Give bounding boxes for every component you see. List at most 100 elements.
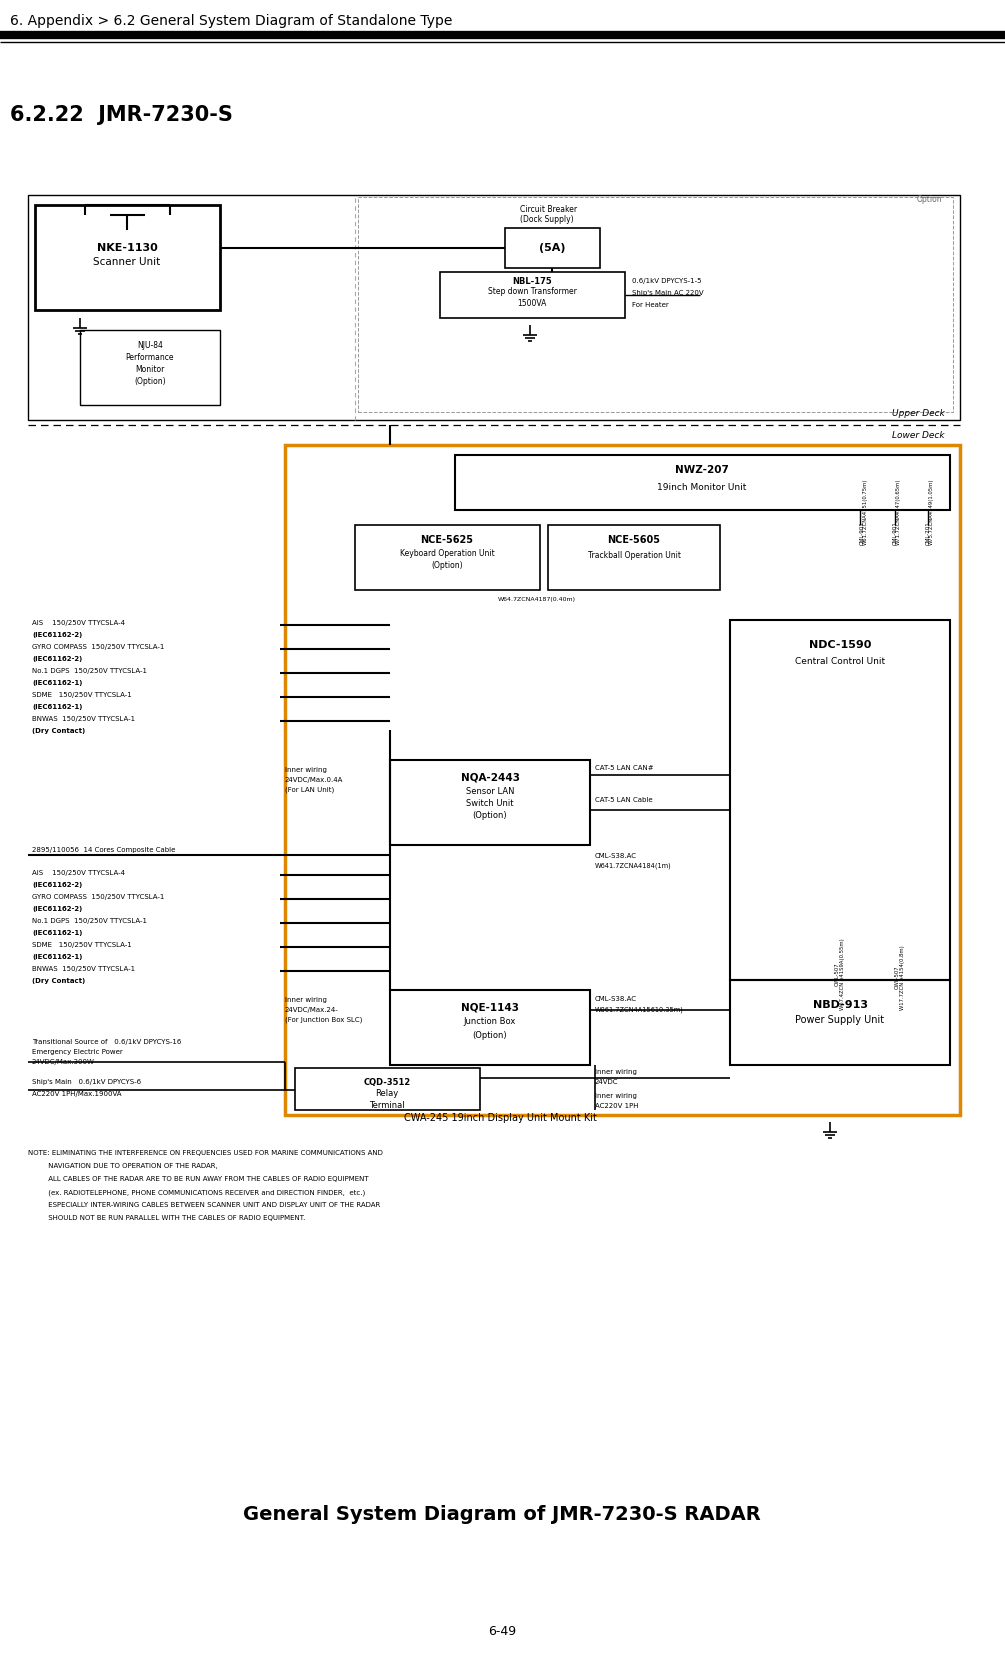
Text: 24VDC/Max.300W: 24VDC/Max.300W [32, 1059, 94, 1065]
Text: Step down Transformer: Step down Transformer [487, 288, 577, 296]
Bar [35, 204, 220, 311]
Text: Central Control Unit: Central Control Unit [795, 658, 885, 666]
Text: (IEC61162-1): (IEC61162-1) [32, 954, 82, 961]
Text: (ex. RADIOTELEPHONE, PHONE COMMUNICATIONS RECEIVER and DIRECTION FINDER,  etc.): (ex. RADIOTELEPHONE, PHONE COMMUNICATION… [28, 1188, 365, 1195]
Text: (Dry Contact): (Dry Contact) [32, 728, 85, 735]
Text: Emergency Electric Power: Emergency Electric Power [32, 1049, 123, 1055]
Text: W71.7ZCNA4147(0.65m): W71.7ZCNA4147(0.65m) [889, 479, 900, 545]
Text: Keyboard Operation Unit: Keyboard Operation Unit [400, 550, 494, 558]
Text: CAT-5 LAN CAN#: CAT-5 LAN CAN# [595, 765, 653, 771]
Text: No.1 DGPS  150/250V TTYCSLA-1: No.1 DGPS 150/250V TTYCSLA-1 [32, 668, 147, 675]
Text: (IEC61162-2): (IEC61162-2) [32, 632, 82, 638]
Text: Ship's Main   0.6/1kV DPYCYS-6: Ship's Main 0.6/1kV DPYCYS-6 [32, 1079, 141, 1085]
Text: Performance: Performance [126, 354, 174, 362]
Text: NKE-1130: NKE-1130 [96, 243, 158, 253]
Text: NJU-84: NJU-84 [137, 341, 163, 349]
Text: 2895/110056  14 Cores Composite Cable: 2895/110056 14 Cores Composite Cable [32, 848, 176, 853]
Bar [505, 228, 600, 268]
Text: (IEC61162-1): (IEC61162-1) [32, 680, 82, 686]
Bar [440, 273, 625, 317]
Text: Upper Deck: Upper Deck [892, 409, 945, 419]
Text: (Dry Contact): (Dry Contact) [32, 977, 85, 984]
Bar [390, 760, 590, 844]
Text: BNWAS  150/250V TTYCSLA-1: BNWAS 150/250V TTYCSLA-1 [32, 966, 135, 972]
Bar [455, 455, 950, 510]
Text: CML-901: CML-901 [892, 522, 897, 545]
Text: Terminal: Terminal [369, 1102, 405, 1110]
Text: Circuit Breaker: Circuit Breaker [520, 206, 577, 214]
Text: SDME   150/250V TTYCSLA-1: SDME 150/250V TTYCSLA-1 [32, 691, 132, 698]
Text: Inner wiring: Inner wiring [595, 1094, 637, 1099]
Text: CML-201: CML-201 [926, 522, 931, 545]
Text: Lower Deck: Lower Deck [892, 430, 945, 439]
Bar [730, 981, 950, 1065]
Text: 24VDC/Max.24-: 24VDC/Max.24- [285, 1007, 339, 1014]
Text: Switch Unit: Switch Unit [466, 799, 514, 808]
Text: AIS    150/250V TTYCSLA-4: AIS 150/250V TTYCSLA-4 [32, 620, 125, 627]
Bar [28, 194, 960, 420]
Text: CQD-3512: CQD-3512 [364, 1077, 411, 1087]
Text: (Option): (Option) [472, 1030, 508, 1039]
Text: (IEC61162-1): (IEC61162-1) [32, 931, 82, 936]
Text: Junction Box: Junction Box [464, 1017, 517, 1027]
Text: CWA-245 19inch Display Unit Mount Kit: CWA-245 19inch Display Unit Mount Kit [404, 1114, 596, 1124]
Bar [355, 525, 540, 590]
Text: NCE-5625: NCE-5625 [420, 535, 473, 545]
Text: Ship's Main AC 220V: Ship's Main AC 220V [632, 289, 703, 296]
Text: (Option): (Option) [472, 811, 508, 821]
Text: Sensor LAN: Sensor LAN [465, 788, 515, 796]
Bar [730, 620, 950, 981]
Text: (IEC61162-1): (IEC61162-1) [32, 705, 82, 710]
Text: 6. Appendix > 6.2 General System Diagram of Standalone Type: 6. Appendix > 6.2 General System Diagram… [10, 13, 452, 28]
Text: W61.7ZCNA4151(0.75m): W61.7ZCNA4151(0.75m) [856, 479, 867, 545]
Text: GYRO COMPASS  150/250V TTYCSLA-1: GYRO COMPASS 150/250V TTYCSLA-1 [32, 643, 165, 650]
Text: W861.7ZCN4A15610.35m): W861.7ZCN4A15610.35m) [595, 1007, 683, 1014]
Text: (For Junction Box SLC): (For Junction Box SLC) [285, 1017, 363, 1024]
Text: 6-49: 6-49 [488, 1625, 516, 1639]
Text: CML-S38.AC: CML-S38.AC [595, 996, 637, 1002]
Text: ALL CABLES OF THE RADAR ARE TO BE RUN AWAY FROM THE CABLES OF RADIO EQUIPMENT: ALL CABLES OF THE RADAR ARE TO BE RUN AW… [28, 1177, 369, 1182]
Text: Scanner Unit: Scanner Unit [93, 258, 161, 268]
Text: General System Diagram of JMR-7230-S RADAR: General System Diagram of JMR-7230-S RAD… [243, 1506, 761, 1524]
Text: NQA-2443: NQA-2443 [460, 773, 520, 783]
Text: AC220V 1PH: AC220V 1PH [595, 1104, 638, 1109]
Text: SDME   150/250V TTYCSLA-1: SDME 150/250V TTYCSLA-1 [32, 942, 132, 947]
Bar [548, 525, 720, 590]
Text: NWZ-207: NWZ-207 [675, 465, 729, 475]
Text: Inner wiring: Inner wiring [285, 766, 327, 773]
Text: NDC-1590: NDC-1590 [809, 640, 871, 650]
Text: CWL-507
W67.4ZCN A41S9A(0.55m): CWL-507 W67.4ZCN A41S9A(0.55m) [834, 939, 845, 1010]
Text: No.1 DGPS  150/250V TTYCSLA-1: No.1 DGPS 150/250V TTYCSLA-1 [32, 917, 147, 924]
Text: CML-S38.AC: CML-S38.AC [595, 853, 637, 859]
Text: Option: Option [917, 196, 942, 204]
Text: (Option): (Option) [431, 560, 463, 570]
Text: Inner wiring: Inner wiring [595, 1069, 637, 1075]
Text: For Heater: For Heater [632, 302, 668, 307]
Text: CAT-5 LAN Cable: CAT-5 LAN Cable [595, 798, 652, 803]
Text: NOTE: ELIMINATING THE INTERFERENCE ON FREQUENCIES USED FOR MARINE COMMUNICATIONS: NOTE: ELIMINATING THE INTERFERENCE ON FR… [28, 1150, 383, 1157]
Text: AC220V 1PH/Max.1900VA: AC220V 1PH/Max.1900VA [32, 1090, 122, 1097]
Text: (For LAN Unit): (For LAN Unit) [285, 786, 335, 793]
Text: 24VDC/Max.0.4A: 24VDC/Max.0.4A [285, 778, 344, 783]
Text: Power Supply Unit: Power Supply Unit [795, 1015, 884, 1025]
Text: 24VDC: 24VDC [595, 1079, 618, 1085]
Text: Trackball Operation Unit: Trackball Operation Unit [588, 550, 680, 560]
Text: CWL-507
W17.7ZCN A4154(0.8m): CWL-507 W17.7ZCN A4154(0.8m) [894, 946, 906, 1010]
Bar [390, 991, 590, 1065]
Text: SHOULD NOT BE RUN PARALLEL WITH THE CABLES OF RADIO EQUIPMENT.: SHOULD NOT BE RUN PARALLEL WITH THE CABL… [28, 1215, 306, 1222]
Bar [285, 445, 960, 1115]
Text: (Option): (Option) [135, 377, 166, 387]
Text: NBL-175: NBL-175 [513, 276, 552, 286]
Text: GYRO COMPASS  150/250V TTYCSLA-1: GYRO COMPASS 150/250V TTYCSLA-1 [32, 894, 165, 901]
Text: BNWAS  150/250V TTYCSLA-1: BNWAS 150/250V TTYCSLA-1 [32, 716, 135, 721]
Text: Inner wiring: Inner wiring [285, 997, 327, 1002]
Text: ESPECIALLY INTER-WIRING CABLES BETWEEN SCANNER UNIT AND DISPLAY UNIT OF THE RADA: ESPECIALLY INTER-WIRING CABLES BETWEEN S… [28, 1202, 380, 1208]
Bar [80, 331, 220, 406]
Bar [358, 198, 953, 412]
Text: CML-901: CML-901 [859, 522, 864, 545]
Text: NQE-1143: NQE-1143 [461, 1002, 519, 1014]
Text: W75.7ZCNA4149(1.05m): W75.7ZCNA4149(1.05m) [923, 479, 934, 545]
Bar [295, 1069, 480, 1110]
Text: 6.2.22  JMR-7230-S: 6.2.22 JMR-7230-S [10, 105, 233, 125]
Text: (IEC61162-2): (IEC61162-2) [32, 656, 82, 661]
